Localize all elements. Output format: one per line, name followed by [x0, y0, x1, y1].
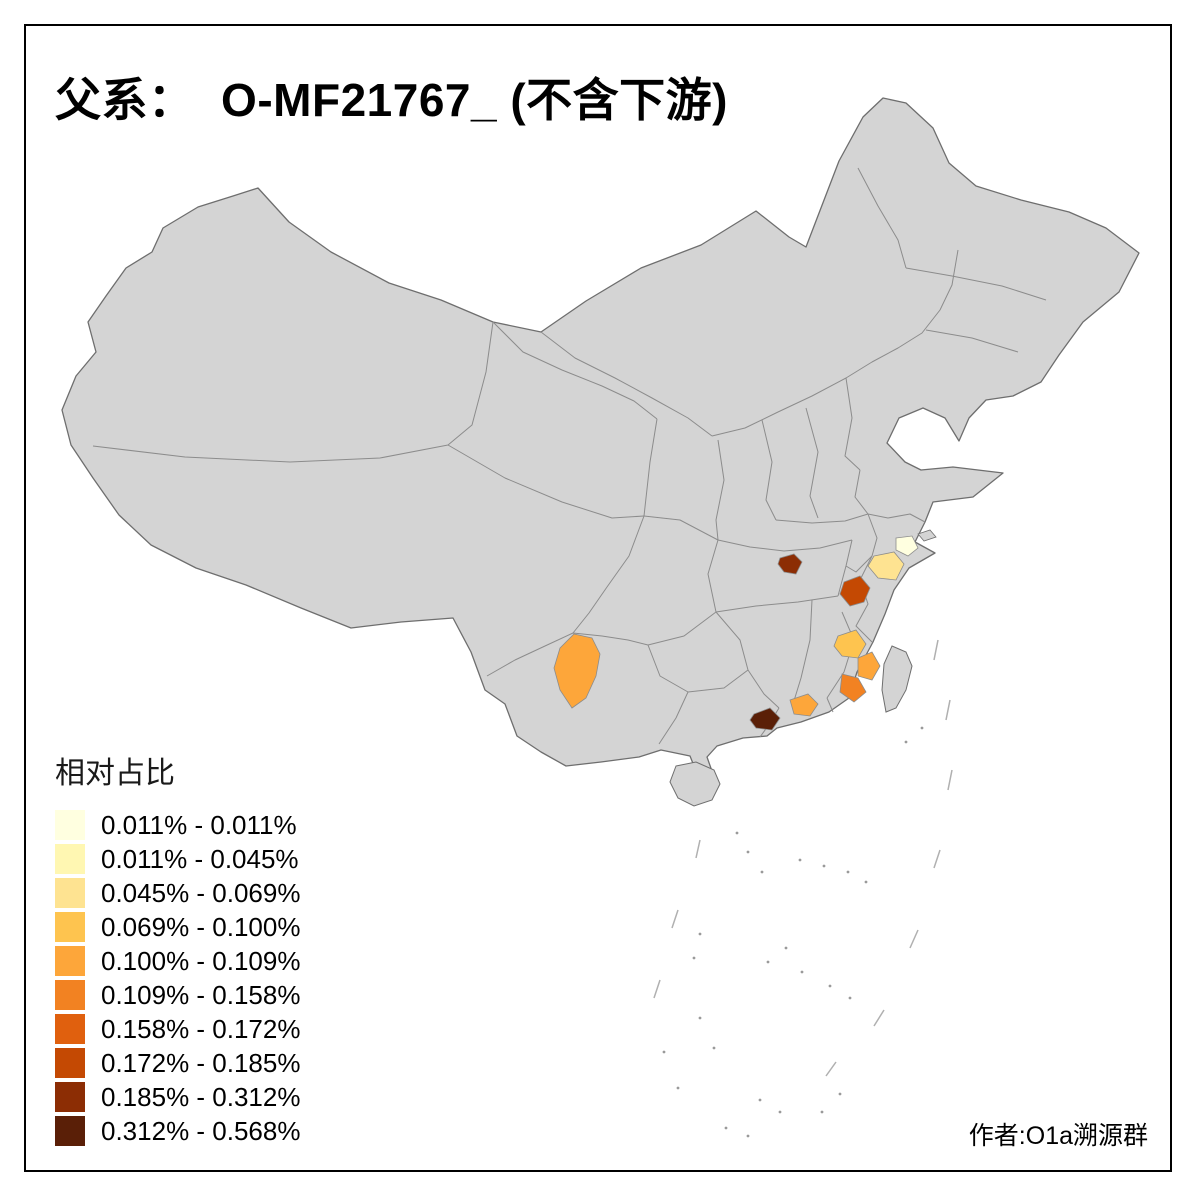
legend-swatch: [55, 1048, 85, 1078]
legend-row: 0.185% - 0.312%: [55, 1080, 300, 1114]
region-yunnan-central: [553, 633, 601, 709]
legend-swatch: [55, 810, 85, 840]
island-hainan: [669, 761, 721, 807]
south-china-sea-islands: [662, 726, 924, 1138]
region-fujian-south-coast: [839, 673, 867, 703]
legend-label: 0.109% - 0.158%: [101, 979, 301, 1010]
legend-swatch: [55, 878, 85, 908]
region-shanghai: [895, 535, 919, 557]
island-taiwan: [881, 645, 913, 713]
legend-swatch: [55, 1014, 85, 1044]
legend-row: 0.011% - 0.011%: [55, 808, 300, 842]
mainland-china-shape: [61, 97, 1140, 777]
legend-row: 0.109% - 0.158%: [55, 978, 300, 1012]
legend-row: 0.045% - 0.069%: [55, 876, 300, 910]
legend-label: 0.172% - 0.185%: [101, 1047, 301, 1078]
legend-swatch: [55, 912, 85, 942]
legend-label: 0.158% - 0.172%: [101, 1013, 301, 1044]
legend-label: 0.312% - 0.568%: [101, 1115, 301, 1146]
nine-dash-line: [653, 639, 953, 1077]
legend-label: 0.100% - 0.109%: [101, 945, 301, 976]
legend-row: 0.158% - 0.172%: [55, 1012, 300, 1046]
attribution-text: 作者:O1a溯源群: [968, 1122, 1148, 1150]
legend-label: 0.045% - 0.069%: [101, 877, 301, 908]
region-guangdong-east: [789, 693, 819, 717]
legend-label: 0.011% - 0.045%: [101, 843, 299, 874]
region-jiangxi-northeast: [839, 575, 871, 607]
island-chongming: [917, 529, 937, 542]
legend-swatch: [55, 946, 85, 976]
legend-row: 0.100% - 0.109%: [55, 944, 300, 978]
legend-title: 相对占比: [55, 757, 175, 790]
region-fujian-east-coast: [857, 651, 881, 681]
legend-swatch: [55, 980, 85, 1010]
legend-label: 0.011% - 0.011%: [101, 809, 297, 840]
legend-label: 0.069% - 0.100%: [101, 911, 301, 942]
legend-swatch: [55, 844, 85, 874]
legend-row: 0.312% - 0.568%: [55, 1114, 300, 1148]
choropleth-regions: [553, 535, 919, 731]
legend-row: 0.069% - 0.100%: [55, 910, 300, 944]
region-hubei-east: [777, 553, 803, 575]
region-guangdong-pearl-delta: [749, 707, 781, 731]
legend-swatch: [55, 1082, 85, 1112]
legend-row: 0.011% - 0.045%: [55, 842, 300, 876]
page-title: 父系： O-MF21767_ (不含下游): [55, 74, 728, 126]
legend: 相对占比 0.011% - 0.011% 0.011% - 0.045% 0.0…: [55, 748, 300, 1148]
legend-swatch: [55, 1116, 85, 1146]
legend-row: 0.172% - 0.185%: [55, 1046, 300, 1080]
province-borders: [92, 167, 1047, 745]
region-zhejiang-north: [867, 551, 905, 581]
legend-label: 0.185% - 0.312%: [101, 1081, 301, 1112]
